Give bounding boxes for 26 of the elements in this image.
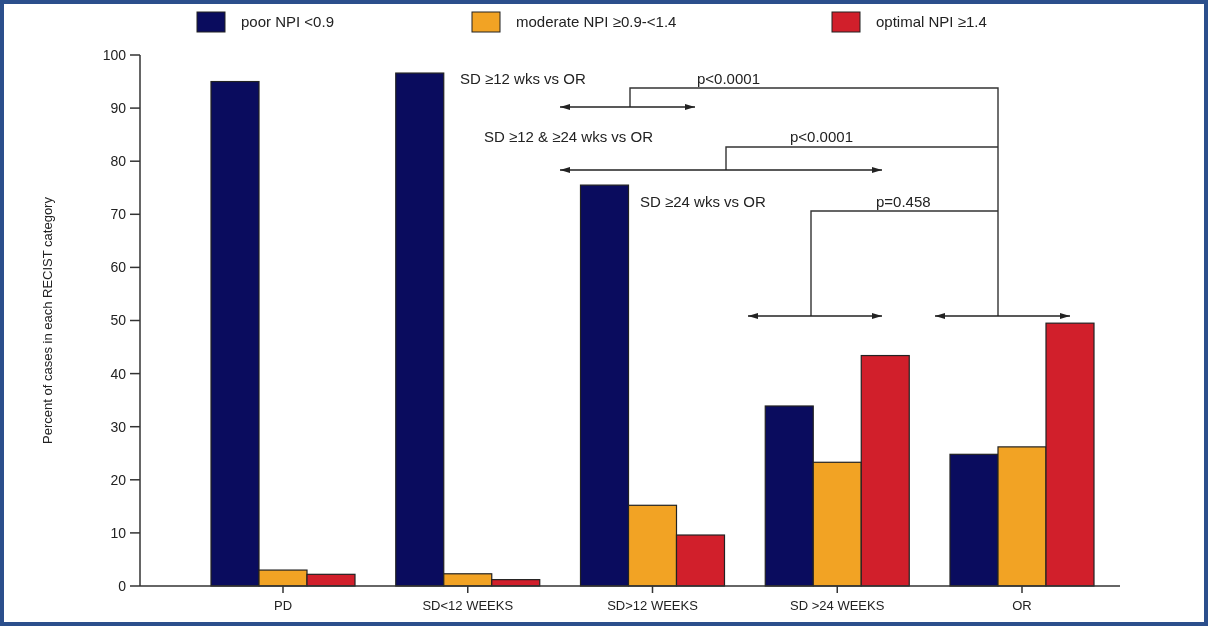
legend-label: moderate NPI ≥0.9-<1.4 [516,13,677,31]
y-tick-label: 40 [110,365,127,382]
x-tick-label: PD [273,598,293,613]
y-tick-label: 20 [110,471,127,488]
annotation: p<0.0001 [697,70,760,87]
y-tick-label: 30 [110,418,127,435]
annotation: p=0.458 [876,193,931,210]
legend-label: optimal NPI ≥1.4 [876,13,987,31]
legend-label: poor NPI <0.9 [241,13,334,31]
annotation: SD ≥12 wks vs OR [460,70,586,87]
y-tick-label: 10 [110,524,127,541]
y-tick-label: 90 [110,100,127,116]
y-tick-label: 100 [102,46,127,63]
annotation: p<0.0001 [790,128,853,145]
x-tick-label: OR [1012,598,1032,613]
y-tick-label: 60 [110,259,127,276]
x-tick-label: SD >24 WEEKS [790,598,885,613]
x-tick-label: SD<12 WEEKS [422,598,514,613]
annotation: SD ≥24 wks vs OR [640,193,766,210]
y-axis-title: Percent of cases in each RECIST category [40,196,55,444]
y-tick-label: 80 [110,153,127,170]
y-tick-label: 50 [110,312,127,329]
x-tick-label: SD>12 WEEKS [607,598,699,613]
annotation: SD ≥12 & ≥24 wks vs OR [484,128,654,145]
y-tick-label: 70 [110,206,127,223]
y-tick-label: 0 [118,577,127,594]
